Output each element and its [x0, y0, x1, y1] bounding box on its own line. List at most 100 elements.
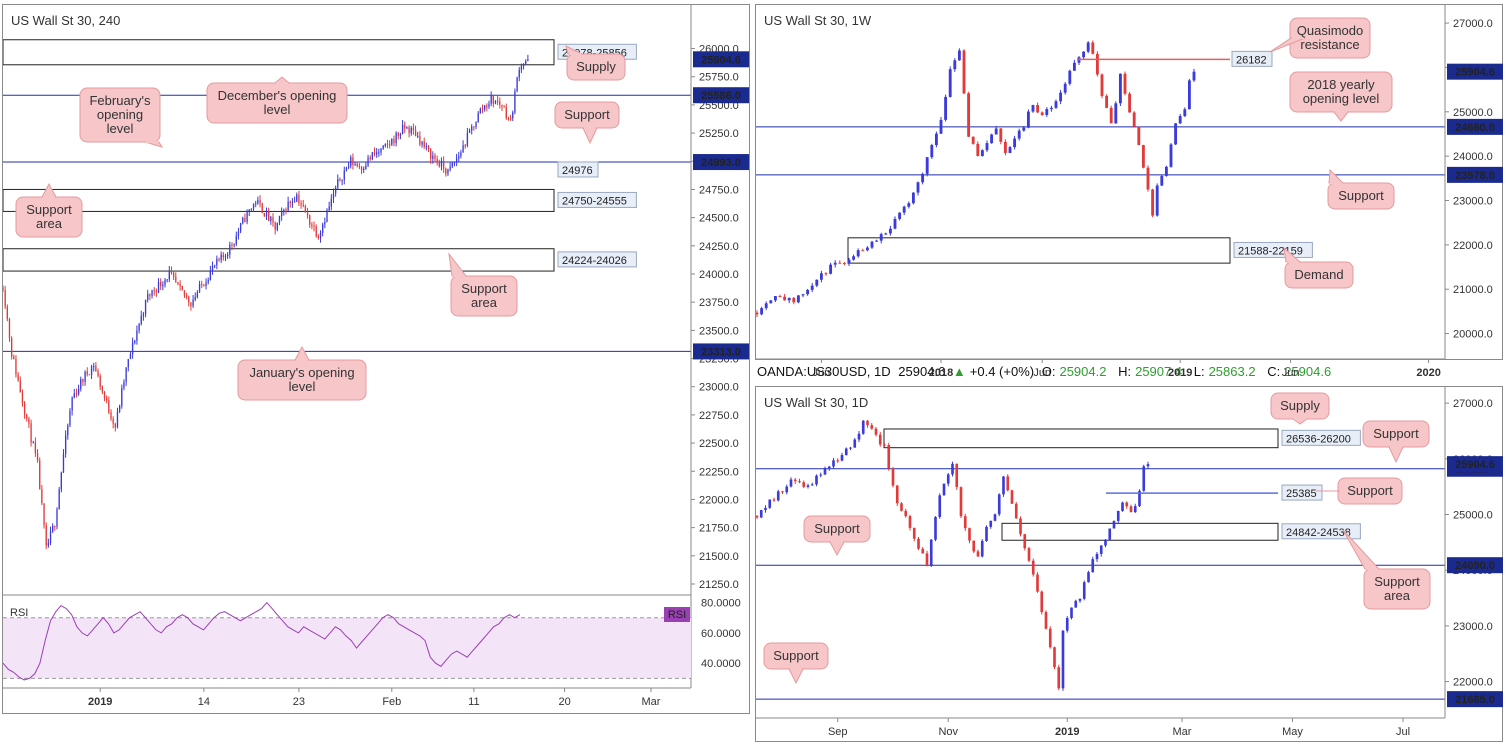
candle-body — [756, 312, 759, 315]
candle-body — [183, 290, 186, 296]
candle-body — [1026, 111, 1030, 128]
candle-body — [322, 224, 324, 233]
candle-body — [345, 167, 348, 171]
quasimodo-resistance-label-box — [1231, 50, 1273, 67]
minor-level-label: 24976 — [562, 165, 593, 177]
candle-body — [948, 69, 952, 97]
candle-body — [1040, 112, 1044, 116]
candle-body — [97, 371, 99, 377]
x-tick-label: 2019 — [1055, 726, 1079, 738]
callout-support-25822: Support — [1362, 420, 1430, 464]
callout-support: Support — [554, 101, 620, 145]
candle-body — [997, 494, 1001, 515]
candle-body — [168, 271, 170, 280]
candle-body — [1087, 572, 1090, 583]
y-tick-label: 21250.0 — [699, 579, 739, 591]
candle-body — [468, 130, 471, 133]
zone-supply-label-box — [1281, 429, 1361, 446]
w1-chart-title: US Wall St 30, 1W — [764, 13, 872, 28]
candle-body — [955, 463, 959, 488]
x-tick-label: 23 — [293, 696, 305, 708]
callout-box — [79, 87, 161, 143]
callout-text: area — [1384, 588, 1411, 603]
candle-body — [220, 254, 222, 260]
y-tick-label: 23000.0 — [699, 382, 739, 394]
candle-body — [1129, 506, 1133, 513]
y-tick-label: 22000.0 — [1453, 677, 1493, 689]
y-tick-label: 25000.0 — [1453, 107, 1493, 119]
candle-body — [494, 100, 497, 104]
zone-support-area-upper-label-box — [557, 191, 637, 208]
candle-body — [412, 127, 415, 131]
candle-body — [298, 194, 300, 204]
candle-body — [968, 528, 971, 541]
candle-body — [319, 232, 322, 239]
candle-body — [1003, 141, 1007, 153]
callout-text: Demand — [1294, 267, 1343, 282]
candle-body — [838, 262, 842, 264]
candle-body — [278, 215, 281, 223]
x-tick-label: 20 — [558, 696, 570, 708]
candle-body — [289, 201, 291, 204]
candle-body — [84, 371, 86, 382]
y-tick-label: 21750.0 — [699, 523, 739, 535]
candle-body — [198, 283, 201, 293]
candle-body — [1008, 147, 1012, 153]
candle-body — [401, 124, 404, 135]
candle-body — [49, 531, 52, 544]
candle-body — [67, 425, 69, 436]
rsi-band — [3, 617, 691, 679]
candle-body — [280, 211, 283, 216]
y-tick-label: 20000.0 — [1453, 329, 1493, 341]
candle-body — [430, 148, 432, 159]
candle-body — [380, 148, 382, 153]
candle-body — [888, 228, 892, 234]
candle-body — [360, 166, 363, 171]
callout-text: Quasimodo — [1297, 23, 1363, 38]
candle-body — [242, 217, 244, 224]
candle-body — [75, 393, 78, 395]
candle-body — [1132, 112, 1136, 127]
level-support-tag — [1447, 166, 1503, 183]
candle-body — [501, 104, 503, 107]
candle-body — [272, 217, 274, 223]
candle-body — [108, 400, 110, 413]
close-value: 25904.6 — [1284, 364, 1332, 379]
candle-body — [464, 145, 466, 147]
candle-body — [235, 235, 237, 245]
candle-body — [291, 202, 294, 204]
callout-box — [566, 53, 626, 81]
x-tick-label: 11 — [468, 696, 479, 708]
candle-body — [783, 296, 787, 301]
minor-level-label-box — [557, 161, 599, 178]
candle-body — [71, 397, 73, 411]
candle-body — [1095, 53, 1099, 75]
candle-body — [1072, 62, 1076, 71]
candle-body — [503, 106, 505, 108]
candle-body — [354, 163, 356, 165]
candle-body — [938, 495, 942, 517]
candle-body — [884, 233, 888, 235]
candle-body — [347, 166, 350, 168]
callout-pointer — [1388, 446, 1404, 464]
candle-body — [395, 132, 397, 144]
zone-support-area-label: 24842-24538 — [1286, 527, 1351, 539]
candle-body — [442, 160, 445, 169]
rsi-title: RSI — [10, 607, 28, 619]
candle-body — [980, 150, 984, 157]
price-change: +0.4 (+0%) — [969, 364, 1035, 379]
candle-body — [1109, 107, 1113, 124]
candle-body — [410, 127, 412, 134]
candle-body — [1099, 545, 1103, 554]
candle-body — [222, 254, 224, 258]
candle-body — [921, 548, 925, 554]
candle-body — [1074, 600, 1078, 608]
candle-body — [447, 169, 449, 174]
x-tick-label: Mar — [1173, 726, 1192, 738]
candle-body — [802, 482, 806, 487]
candle-body — [296, 194, 298, 202]
candle-body — [265, 210, 268, 217]
last-price-tag-text: 25904.6 — [1455, 459, 1495, 471]
